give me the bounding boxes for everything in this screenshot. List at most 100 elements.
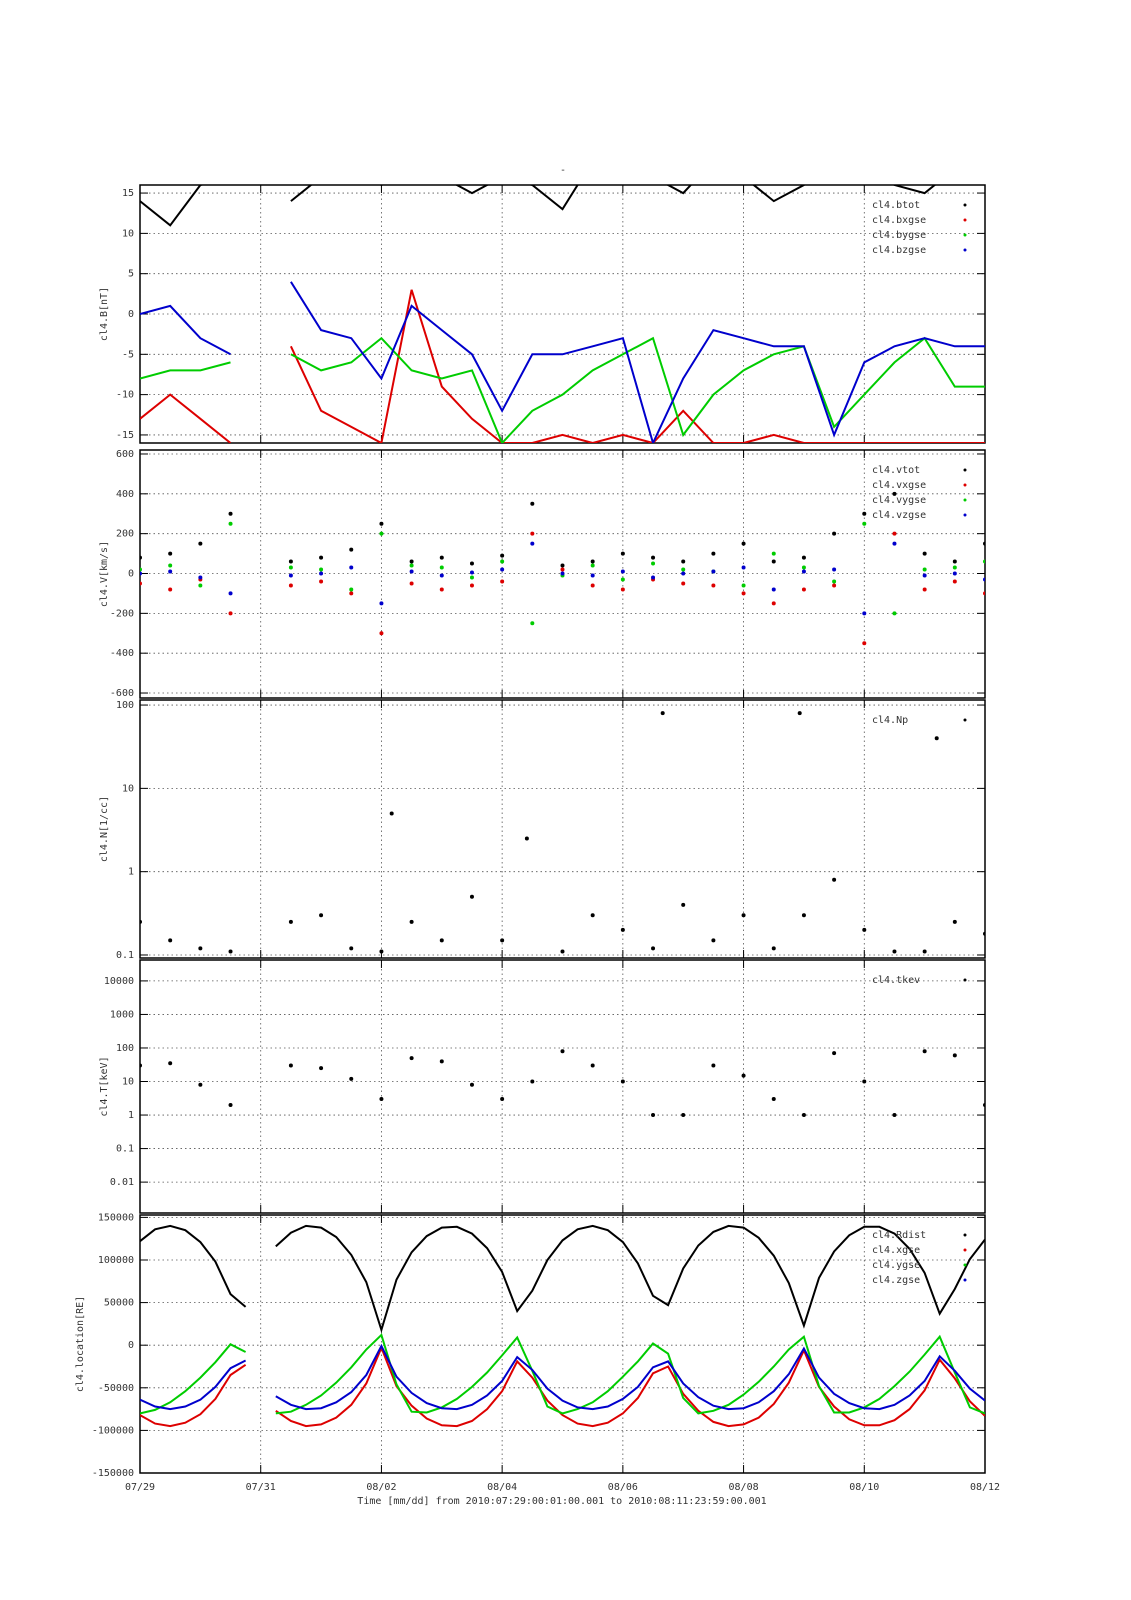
x-tick-label: 07/29 xyxy=(125,1482,155,1493)
data-point xyxy=(862,641,867,646)
data-point xyxy=(288,583,293,588)
legend-label: cl4.vtot xyxy=(872,465,920,476)
data-point xyxy=(771,601,776,606)
data-point xyxy=(469,575,474,580)
data-point xyxy=(741,565,746,570)
panel-frame xyxy=(139,959,986,1214)
y-tick-label: 1 xyxy=(128,1110,134,1121)
data-point xyxy=(983,541,985,546)
data-point xyxy=(500,938,505,943)
legend-marker xyxy=(963,218,967,222)
data-point xyxy=(797,711,802,716)
data-point xyxy=(409,563,414,568)
data-point xyxy=(349,1076,354,1081)
x-tick-label: 08/10 xyxy=(849,1482,879,1493)
data-point xyxy=(140,1063,142,1068)
data-point xyxy=(922,567,927,572)
y-tick-label: -50000 xyxy=(98,1383,134,1394)
y-tick-label: 1000 xyxy=(110,1009,134,1020)
y-tick-label: -100000 xyxy=(92,1425,134,1436)
data-point xyxy=(379,1097,384,1102)
data-point xyxy=(741,583,746,588)
data-point xyxy=(319,1066,324,1071)
y-tick-label: 50000 xyxy=(104,1298,134,1309)
data-point xyxy=(288,1063,293,1068)
y-tick-label: 1 xyxy=(128,867,134,878)
data-point xyxy=(681,567,686,572)
data-point xyxy=(349,591,354,596)
legend-marker xyxy=(963,248,967,252)
data-point xyxy=(832,567,837,572)
y-tick-label: 0 xyxy=(128,1340,134,1351)
y-tick-label: 0.1 xyxy=(116,1144,134,1155)
data-point xyxy=(560,563,565,568)
data-point xyxy=(530,1079,535,1084)
legend-label: cl4.vzgse xyxy=(872,510,926,521)
legend-label: cl4.btot xyxy=(872,200,920,211)
data-point xyxy=(681,902,686,907)
data-point xyxy=(500,579,505,584)
data-point xyxy=(409,559,414,564)
data-point xyxy=(590,573,595,578)
data-line xyxy=(140,1343,985,1411)
data-point xyxy=(288,565,293,570)
data-point xyxy=(771,551,776,556)
y-tick-label: -5 xyxy=(122,349,134,360)
y-tick-label: -10 xyxy=(116,390,134,401)
data-point xyxy=(590,559,595,564)
legend-marker xyxy=(963,1233,967,1237)
data-point xyxy=(530,531,535,536)
data-point xyxy=(379,631,384,636)
x-tick-label: 08/02 xyxy=(366,1482,396,1493)
data-point xyxy=(660,711,665,716)
data-point xyxy=(801,913,806,918)
data-point xyxy=(560,949,565,954)
data-point xyxy=(741,541,746,546)
y-tick-label: 0 xyxy=(128,569,134,580)
data-point xyxy=(590,563,595,568)
data-point xyxy=(862,521,867,526)
data-point xyxy=(319,555,324,560)
data-point xyxy=(771,587,776,592)
data-line xyxy=(140,185,937,227)
data-point xyxy=(620,551,625,556)
y-tick-label: 5 xyxy=(128,269,134,280)
y-tick-label: 600 xyxy=(116,449,134,460)
data-point xyxy=(922,587,927,592)
data-point xyxy=(952,559,957,564)
data-point xyxy=(801,1113,806,1118)
data-point xyxy=(862,611,867,616)
data-point xyxy=(168,587,173,592)
y-axis-label: cl4.B[nT] xyxy=(99,287,110,341)
legend-marker xyxy=(963,483,967,487)
y-tick-label: 400 xyxy=(116,489,134,500)
data-point xyxy=(500,559,505,564)
data-point xyxy=(983,591,985,596)
data-point xyxy=(288,573,293,578)
panel-frame xyxy=(139,1214,986,1474)
data-point xyxy=(892,541,897,546)
data-point xyxy=(620,569,625,574)
data-point xyxy=(892,1113,897,1118)
data-point xyxy=(681,1113,686,1118)
data-point xyxy=(651,1113,656,1118)
data-point xyxy=(832,579,837,584)
plot-area xyxy=(140,1224,985,1428)
data-line xyxy=(140,281,985,443)
y-tick-label: 10 xyxy=(122,228,134,239)
data-point xyxy=(862,1079,867,1084)
y-tick-label: -15 xyxy=(116,430,134,441)
plot-area xyxy=(140,185,985,443)
chart-title: - xyxy=(560,165,566,176)
data-point xyxy=(771,946,776,951)
data-point xyxy=(439,1059,444,1064)
data-point xyxy=(922,551,927,556)
x-tick-label: 08/08 xyxy=(729,1482,759,1493)
y-axis-label: cl4.T[keV] xyxy=(99,1056,110,1116)
data-point xyxy=(832,1051,837,1056)
data-point xyxy=(832,583,837,588)
data-point xyxy=(198,1082,203,1087)
data-point xyxy=(140,555,142,560)
legend-marker xyxy=(963,203,967,207)
